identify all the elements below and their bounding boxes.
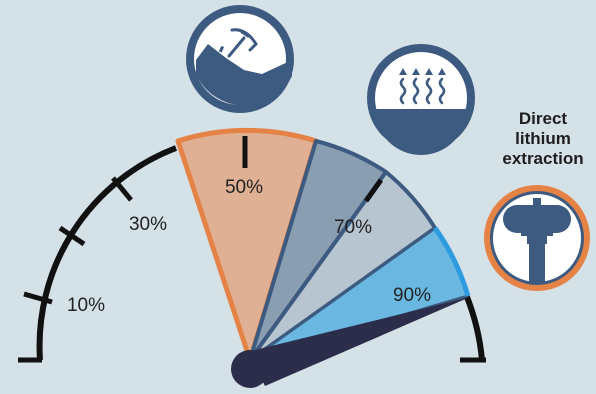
tick-mark	[23, 291, 53, 305]
extraction-tank-icon	[484, 185, 590, 291]
tick-label-30: 30%	[129, 214, 167, 235]
dle-label-line2: lithium	[515, 129, 571, 148]
evaporation-pond-icon	[367, 44, 475, 155]
dle-label-line1: Direct	[519, 109, 568, 128]
gauge-arc-right-end	[464, 295, 485, 361]
tick-mark	[363, 178, 384, 203]
gauge-arc	[36, 145, 178, 361]
tick-label-90: 90%	[393, 285, 431, 306]
needle-hub	[231, 350, 269, 388]
tick-label-50: 50%	[225, 177, 263, 198]
tick-mark	[58, 225, 86, 247]
tick-label-70: 70%	[334, 217, 372, 238]
dle-label-line3: extraction	[502, 149, 583, 168]
segment-dle-outer-border	[432, 226, 471, 297]
tick-mark	[111, 176, 133, 202]
tick-label-10: 10%	[67, 295, 105, 316]
mining-pickaxe-icon	[186, 5, 294, 113]
segment-mining	[175, 127, 319, 363]
gauge-needle	[247, 297, 470, 386]
